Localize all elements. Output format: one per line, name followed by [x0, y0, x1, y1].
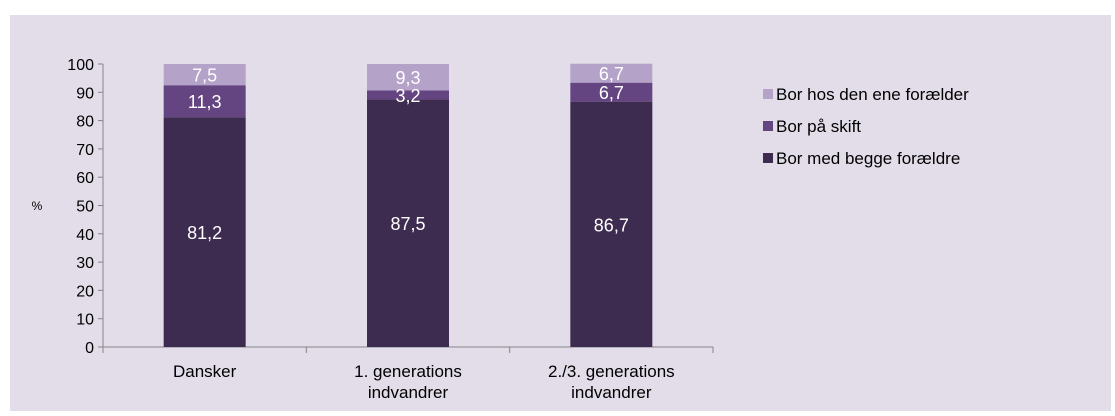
- legend-label: Bor hos den ene forælder: [776, 85, 969, 104]
- data-label: 3,2: [395, 86, 420, 106]
- bar-segment: [163, 85, 246, 118]
- x-category-label: indvandrer: [368, 383, 449, 402]
- legend-label: Bor på skift: [776, 117, 861, 136]
- bar-segment: [570, 63, 653, 83]
- y-tick-label: 20: [76, 283, 94, 300]
- bar-segment: [570, 101, 653, 347]
- data-label: 87,5: [390, 214, 425, 234]
- bar-segment: [367, 64, 449, 91]
- y-tick-label: 10: [76, 312, 94, 329]
- x-category-label: Dansker: [173, 362, 237, 381]
- x-category-label: 2./3. generations: [548, 362, 675, 381]
- y-tick-label: 50: [76, 199, 94, 216]
- y-axis-label: %: [32, 199, 43, 213]
- data-label: 7,5: [192, 66, 217, 86]
- y-tick-label: 80: [76, 114, 94, 131]
- bar-segment: [163, 64, 246, 86]
- bar-segment: [367, 99, 449, 347]
- bar-segment: [367, 90, 449, 100]
- data-label: 6,7: [599, 83, 624, 103]
- bar-segment: [570, 82, 653, 102]
- y-tick-label: 90: [76, 85, 94, 102]
- data-label: 6,7: [599, 64, 624, 84]
- x-category-label: 1. generations: [354, 362, 462, 381]
- x-category-label: indvandrer: [571, 383, 652, 402]
- y-tick-label: 0: [85, 340, 94, 357]
- y-tick-label: 70: [76, 142, 94, 159]
- legend-label: Bor med begge forældre: [776, 149, 960, 168]
- y-tick-label: 40: [76, 227, 94, 244]
- data-label: 86,7: [594, 215, 629, 235]
- legend-swatch: [763, 89, 773, 99]
- legend-swatch: [763, 121, 773, 131]
- y-tick-label: 60: [76, 170, 94, 187]
- data-label: 81,2: [187, 223, 222, 243]
- y-tick-label: 30: [76, 255, 94, 272]
- y-tick-label: 100: [67, 57, 94, 74]
- data-label: 11,3: [188, 92, 222, 112]
- data-label: 9,3: [395, 68, 420, 88]
- legend-swatch: [763, 153, 773, 163]
- bar-segment: [163, 117, 246, 347]
